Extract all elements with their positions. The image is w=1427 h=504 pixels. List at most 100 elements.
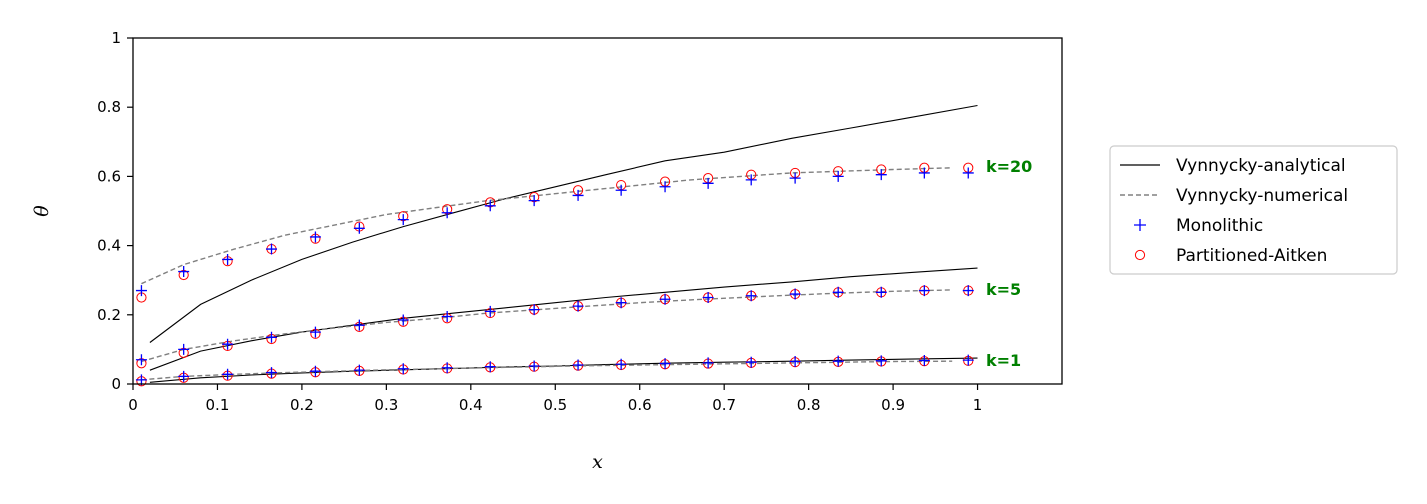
monolithic-point	[789, 288, 801, 300]
monolithic-point	[528, 304, 540, 316]
x-tick-label: 0.6	[628, 396, 652, 414]
analytical-line	[149, 104, 978, 343]
legend-label: Vynnycky-analytical	[1176, 156, 1346, 176]
monolithic-point	[353, 222, 365, 234]
numerical-line	[141, 167, 953, 285]
monolithic-point	[659, 358, 671, 370]
plot-area-frame	[132, 37, 1063, 385]
numerical-line	[141, 289, 953, 363]
monolithic-point	[875, 355, 887, 367]
x-tick-label: 0	[128, 396, 138, 414]
monolithic-point	[135, 285, 147, 297]
monolithic-point	[397, 214, 409, 226]
monolithic-point	[222, 253, 234, 265]
x-tick-label: 0.3	[374, 396, 398, 414]
x-tick-label: 0.7	[712, 396, 736, 414]
monolithic-point	[875, 286, 887, 298]
monolithic-point	[266, 243, 278, 255]
x-tick-label: 0.9	[881, 396, 905, 414]
y-axis-label: θ	[31, 205, 53, 217]
monolithic-point	[875, 169, 887, 181]
monolithic-point	[484, 361, 496, 373]
monolithic-point	[353, 364, 365, 376]
monolithic-point	[178, 343, 190, 355]
monolithic-point	[615, 297, 627, 309]
monolithic-point	[135, 354, 147, 366]
x-tick-label: 0.1	[206, 396, 230, 414]
monolithic-point	[745, 356, 757, 368]
monolithic-point	[832, 170, 844, 182]
y-tick-label: 0.6	[97, 167, 121, 185]
legend-entries: Vynnycky-analytical Vynnycky-numerical Mon…	[1120, 156, 1348, 266]
monolithic-point	[918, 354, 930, 366]
monolithic-point	[178, 266, 190, 278]
monolithic-point	[832, 286, 844, 298]
y-tick-label: 0.2	[97, 306, 121, 324]
monolithic-point	[962, 167, 974, 179]
series-label-k20: k=20	[986, 157, 1032, 176]
monolithic-point	[441, 207, 453, 219]
monolithic-point	[789, 356, 801, 368]
y-tick-label: 0.4	[97, 237, 121, 255]
x-axis-label: x	[592, 451, 603, 473]
monolithic-point	[745, 174, 757, 186]
monolithic-point	[918, 285, 930, 297]
monolithic-point	[962, 354, 974, 366]
axis-ticks: 0 0.1 0.2 0.3 0.4 0.5 0.6 0.7 0.8 0.9 1 0 0.2 0.4 0.6 0…	[97, 29, 982, 414]
monolithic-point	[572, 189, 584, 201]
monolithic-point	[441, 362, 453, 374]
monolithic-point	[659, 293, 671, 305]
monolithic-point	[309, 326, 321, 338]
monolithic-point	[528, 195, 540, 207]
y-tick-label: 0.8	[97, 98, 121, 116]
monolithic-point	[789, 172, 801, 184]
analytical-line	[149, 267, 978, 371]
legend-label: Vynnycky-numerical	[1176, 186, 1348, 206]
monolithic-point	[353, 319, 365, 331]
x-tick-label: 0.8	[797, 396, 821, 414]
series-labels: k=20 k=5 k=1	[986, 157, 1032, 370]
x-tick-label: 0.4	[459, 396, 483, 414]
monolithic-point	[702, 177, 714, 189]
monolithic-point	[572, 300, 584, 312]
monolithic-point	[222, 338, 234, 350]
legend: Vynnycky-analytical Vynnycky-numerical Mon…	[1109, 145, 1398, 275]
monolithic-point	[266, 367, 278, 379]
monolithic-point	[572, 359, 584, 371]
monolithic-point	[484, 200, 496, 212]
series-markers	[135, 162, 974, 387]
monolithic-point	[178, 370, 190, 382]
legend-marker-plus	[1134, 219, 1146, 231]
legend-marker-circle	[1134, 249, 1146, 261]
monolithic-point	[484, 305, 496, 317]
monolithic-point	[309, 365, 321, 377]
monolithic-point	[441, 311, 453, 323]
monolithic-point	[615, 184, 627, 196]
x-tick-label: 0.5	[543, 396, 567, 414]
legend-label: Monolithic	[1176, 216, 1263, 236]
monolithic-point	[309, 231, 321, 243]
legend-label: Partitioned-Aitken	[1176, 246, 1327, 266]
monolithic-point	[702, 357, 714, 369]
monolithic-point	[528, 360, 540, 372]
y-tick-label: 0	[111, 375, 121, 393]
x-tick-label: 1	[973, 396, 983, 414]
series-label-k5: k=5	[986, 280, 1021, 299]
monolithic-point	[397, 363, 409, 375]
monolithic-point	[222, 368, 234, 380]
monolithic-point	[962, 285, 974, 297]
monolithic-point	[397, 314, 409, 326]
monolithic-point	[702, 292, 714, 303]
y-tick-label: 1	[111, 29, 121, 47]
monolithic-point	[832, 355, 844, 367]
legend-box	[1109, 145, 1398, 275]
monolithic-point	[918, 167, 930, 179]
x-tick-label: 0.2	[290, 396, 314, 414]
numerical-line	[141, 360, 953, 381]
series-label-k1: k=1	[986, 351, 1021, 370]
monolithic-point	[745, 290, 757, 302]
monolithic-point	[659, 181, 671, 193]
monolithic-point	[615, 358, 627, 370]
monolithic-point	[266, 331, 278, 343]
